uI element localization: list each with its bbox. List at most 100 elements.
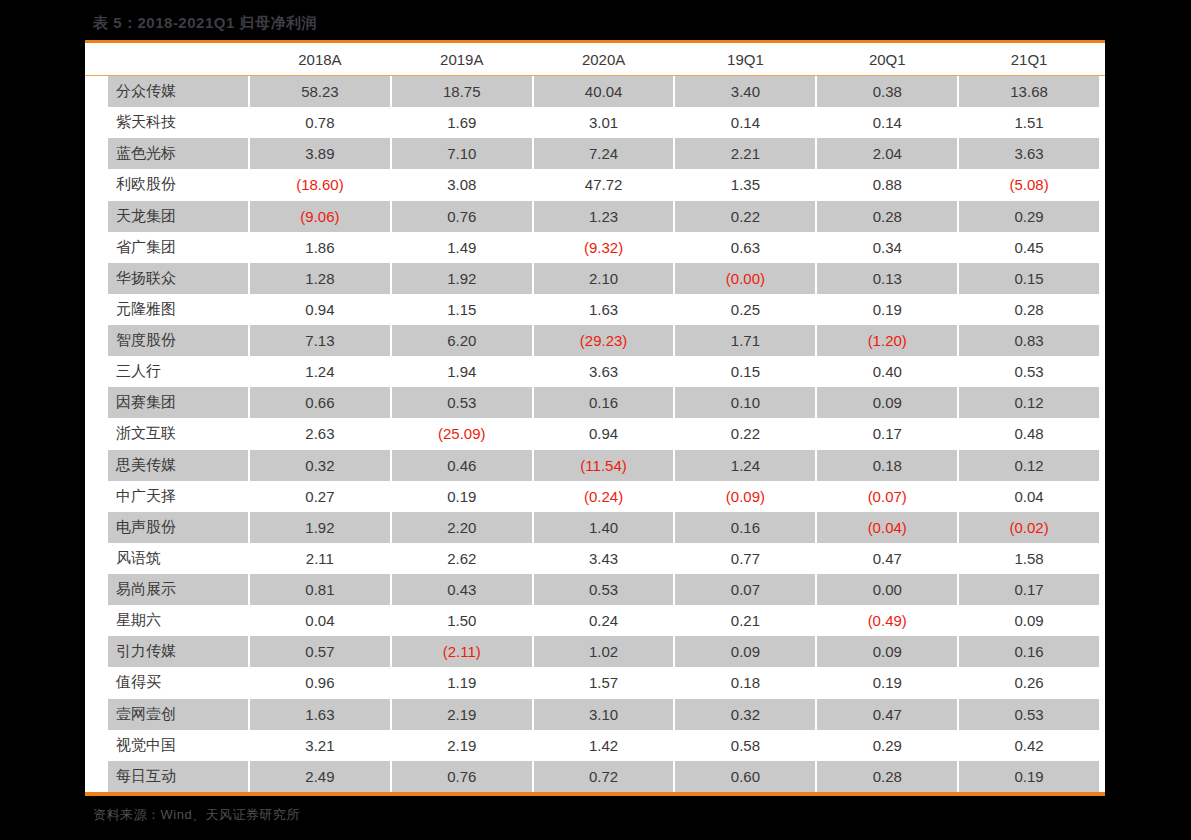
value-cell: 1.94 (392, 356, 532, 387)
table-row: 蓝色光标3.897.107.242.212.043.63 (85, 138, 1105, 169)
source-note: 资料来源：Wind、天风证券研究所 (93, 806, 300, 824)
value-cell: 0.14 (817, 107, 957, 138)
value-cell: (0.24) (534, 481, 674, 512)
value-cell: 1.23 (534, 201, 674, 232)
value-cell: 0.58 (675, 730, 815, 761)
value-cell: 2.49 (250, 761, 390, 792)
value-cell: 0.40 (817, 356, 957, 387)
value-cell: (0.02) (959, 512, 1099, 543)
table-row: 华扬联众1.281.922.10(0.00)0.130.15 (85, 263, 1105, 294)
value-cell: 1.92 (392, 263, 532, 294)
value-cell: 0.96 (250, 667, 390, 698)
value-cell: 0.46 (392, 450, 532, 481)
header-row: 2018A2019A2020A19Q120Q121Q1 (85, 43, 1105, 76)
value-cell: 3.63 (534, 356, 674, 387)
value-cell: 1.19 (392, 667, 532, 698)
value-cell: 0.18 (675, 667, 815, 698)
header-21Q1: 21Q1 (959, 51, 1099, 68)
value-cell: 0.28 (817, 201, 957, 232)
value-cell: 0.78 (250, 107, 390, 138)
value-cell: 0.83 (959, 325, 1099, 356)
table-row: 中广天择0.270.19(0.24)(0.09)(0.07)0.04 (85, 481, 1105, 512)
value-cell: 1.86 (250, 232, 390, 263)
company-name: 电声股份 (108, 512, 248, 543)
company-name: 华扬联众 (108, 263, 248, 294)
value-cell: 0.53 (959, 356, 1099, 387)
table-row: 利欧股份(18.60)3.0847.721.350.88(5.08) (85, 169, 1105, 200)
value-cell: 0.47 (817, 699, 957, 730)
value-cell: 0.63 (675, 232, 815, 263)
value-cell: (2.11) (392, 636, 532, 667)
company-name: 中广天择 (108, 481, 248, 512)
value-cell: 1.63 (534, 294, 674, 325)
table-row: 电声股份1.922.201.400.16(0.04)(0.02) (85, 512, 1105, 543)
value-cell: 1.57 (534, 667, 674, 698)
value-cell: 0.17 (959, 574, 1099, 605)
value-cell: 7.24 (534, 138, 674, 169)
value-cell: 0.29 (959, 201, 1099, 232)
value-cell: 3.21 (250, 730, 390, 761)
company-name: 浙文互联 (108, 418, 248, 449)
company-name: 易尚展示 (108, 574, 248, 605)
value-cell: 0.81 (250, 574, 390, 605)
value-cell: 2.10 (534, 263, 674, 294)
company-name: 壹网壹创 (108, 699, 248, 730)
value-cell: 40.04 (534, 76, 674, 107)
value-cell: 0.66 (250, 387, 390, 418)
value-cell: 0.72 (534, 761, 674, 792)
value-cell: 1.28 (250, 263, 390, 294)
value-cell: 0.43 (392, 574, 532, 605)
table-row: 星期六0.041.500.240.21(0.49)0.09 (85, 605, 1105, 636)
company-name: 利欧股份 (108, 169, 248, 200)
table-row: 分众传媒58.2318.7540.043.400.3813.68 (85, 76, 1105, 107)
value-cell: 1.24 (250, 356, 390, 387)
value-cell: 2.20 (392, 512, 532, 543)
table-row: 每日互动2.490.760.720.600.280.19 (85, 761, 1105, 792)
value-cell: 0.13 (817, 263, 957, 294)
value-cell: 3.01 (534, 107, 674, 138)
table-row: 易尚展示0.810.430.530.070.000.17 (85, 574, 1105, 605)
value-cell: 58.23 (250, 76, 390, 107)
value-cell: 0.22 (675, 418, 815, 449)
table-row: 思美传媒0.320.46(11.54)1.240.180.12 (85, 450, 1105, 481)
value-cell: 0.00 (817, 574, 957, 605)
company-name: 智度股份 (108, 325, 248, 356)
table-row: 因赛集团0.660.530.160.100.090.12 (85, 387, 1105, 418)
value-cell: 0.19 (392, 481, 532, 512)
table-row: 壹网壹创1.632.193.100.320.470.53 (85, 699, 1105, 730)
value-cell: 6.20 (392, 325, 532, 356)
value-cell: 1.42 (534, 730, 674, 761)
table-row: 省广集团1.861.49(9.32)0.630.340.45 (85, 232, 1105, 263)
value-cell: 1.92 (250, 512, 390, 543)
value-cell: 0.12 (959, 387, 1099, 418)
value-cell: (29.23) (534, 325, 674, 356)
company-name: 三人行 (108, 356, 248, 387)
value-cell: 0.22 (675, 201, 815, 232)
company-name: 风语筑 (108, 543, 248, 574)
value-cell: 1.71 (675, 325, 815, 356)
value-cell: 0.19 (817, 667, 957, 698)
company-name: 值得买 (108, 667, 248, 698)
value-cell: 0.48 (959, 418, 1099, 449)
value-cell: 2.04 (817, 138, 957, 169)
value-cell: 0.27 (250, 481, 390, 512)
value-cell: 0.28 (959, 294, 1099, 325)
company-name: 思美传媒 (108, 450, 248, 481)
table-panel: 2018A2019A2020A19Q120Q121Q1 分众传媒58.2318.… (85, 43, 1105, 792)
value-cell: 0.10 (675, 387, 815, 418)
page: { "title": "表 5：2018-2021Q1 归母净利润", "sou… (0, 0, 1191, 840)
value-cell: 3.08 (392, 169, 532, 200)
value-cell: 0.21 (675, 605, 815, 636)
value-cell: 3.10 (534, 699, 674, 730)
header-20Q1: 20Q1 (817, 51, 957, 68)
value-cell: 0.09 (817, 636, 957, 667)
header-2019A: 2019A (392, 51, 532, 68)
value-cell: 0.77 (675, 543, 815, 574)
value-cell: (0.07) (817, 481, 957, 512)
value-cell: 2.19 (392, 699, 532, 730)
value-cell: 1.51 (959, 107, 1099, 138)
value-cell: 1.49 (392, 232, 532, 263)
value-cell: 1.63 (250, 699, 390, 730)
value-cell: 0.16 (534, 387, 674, 418)
value-cell: 0.53 (392, 387, 532, 418)
